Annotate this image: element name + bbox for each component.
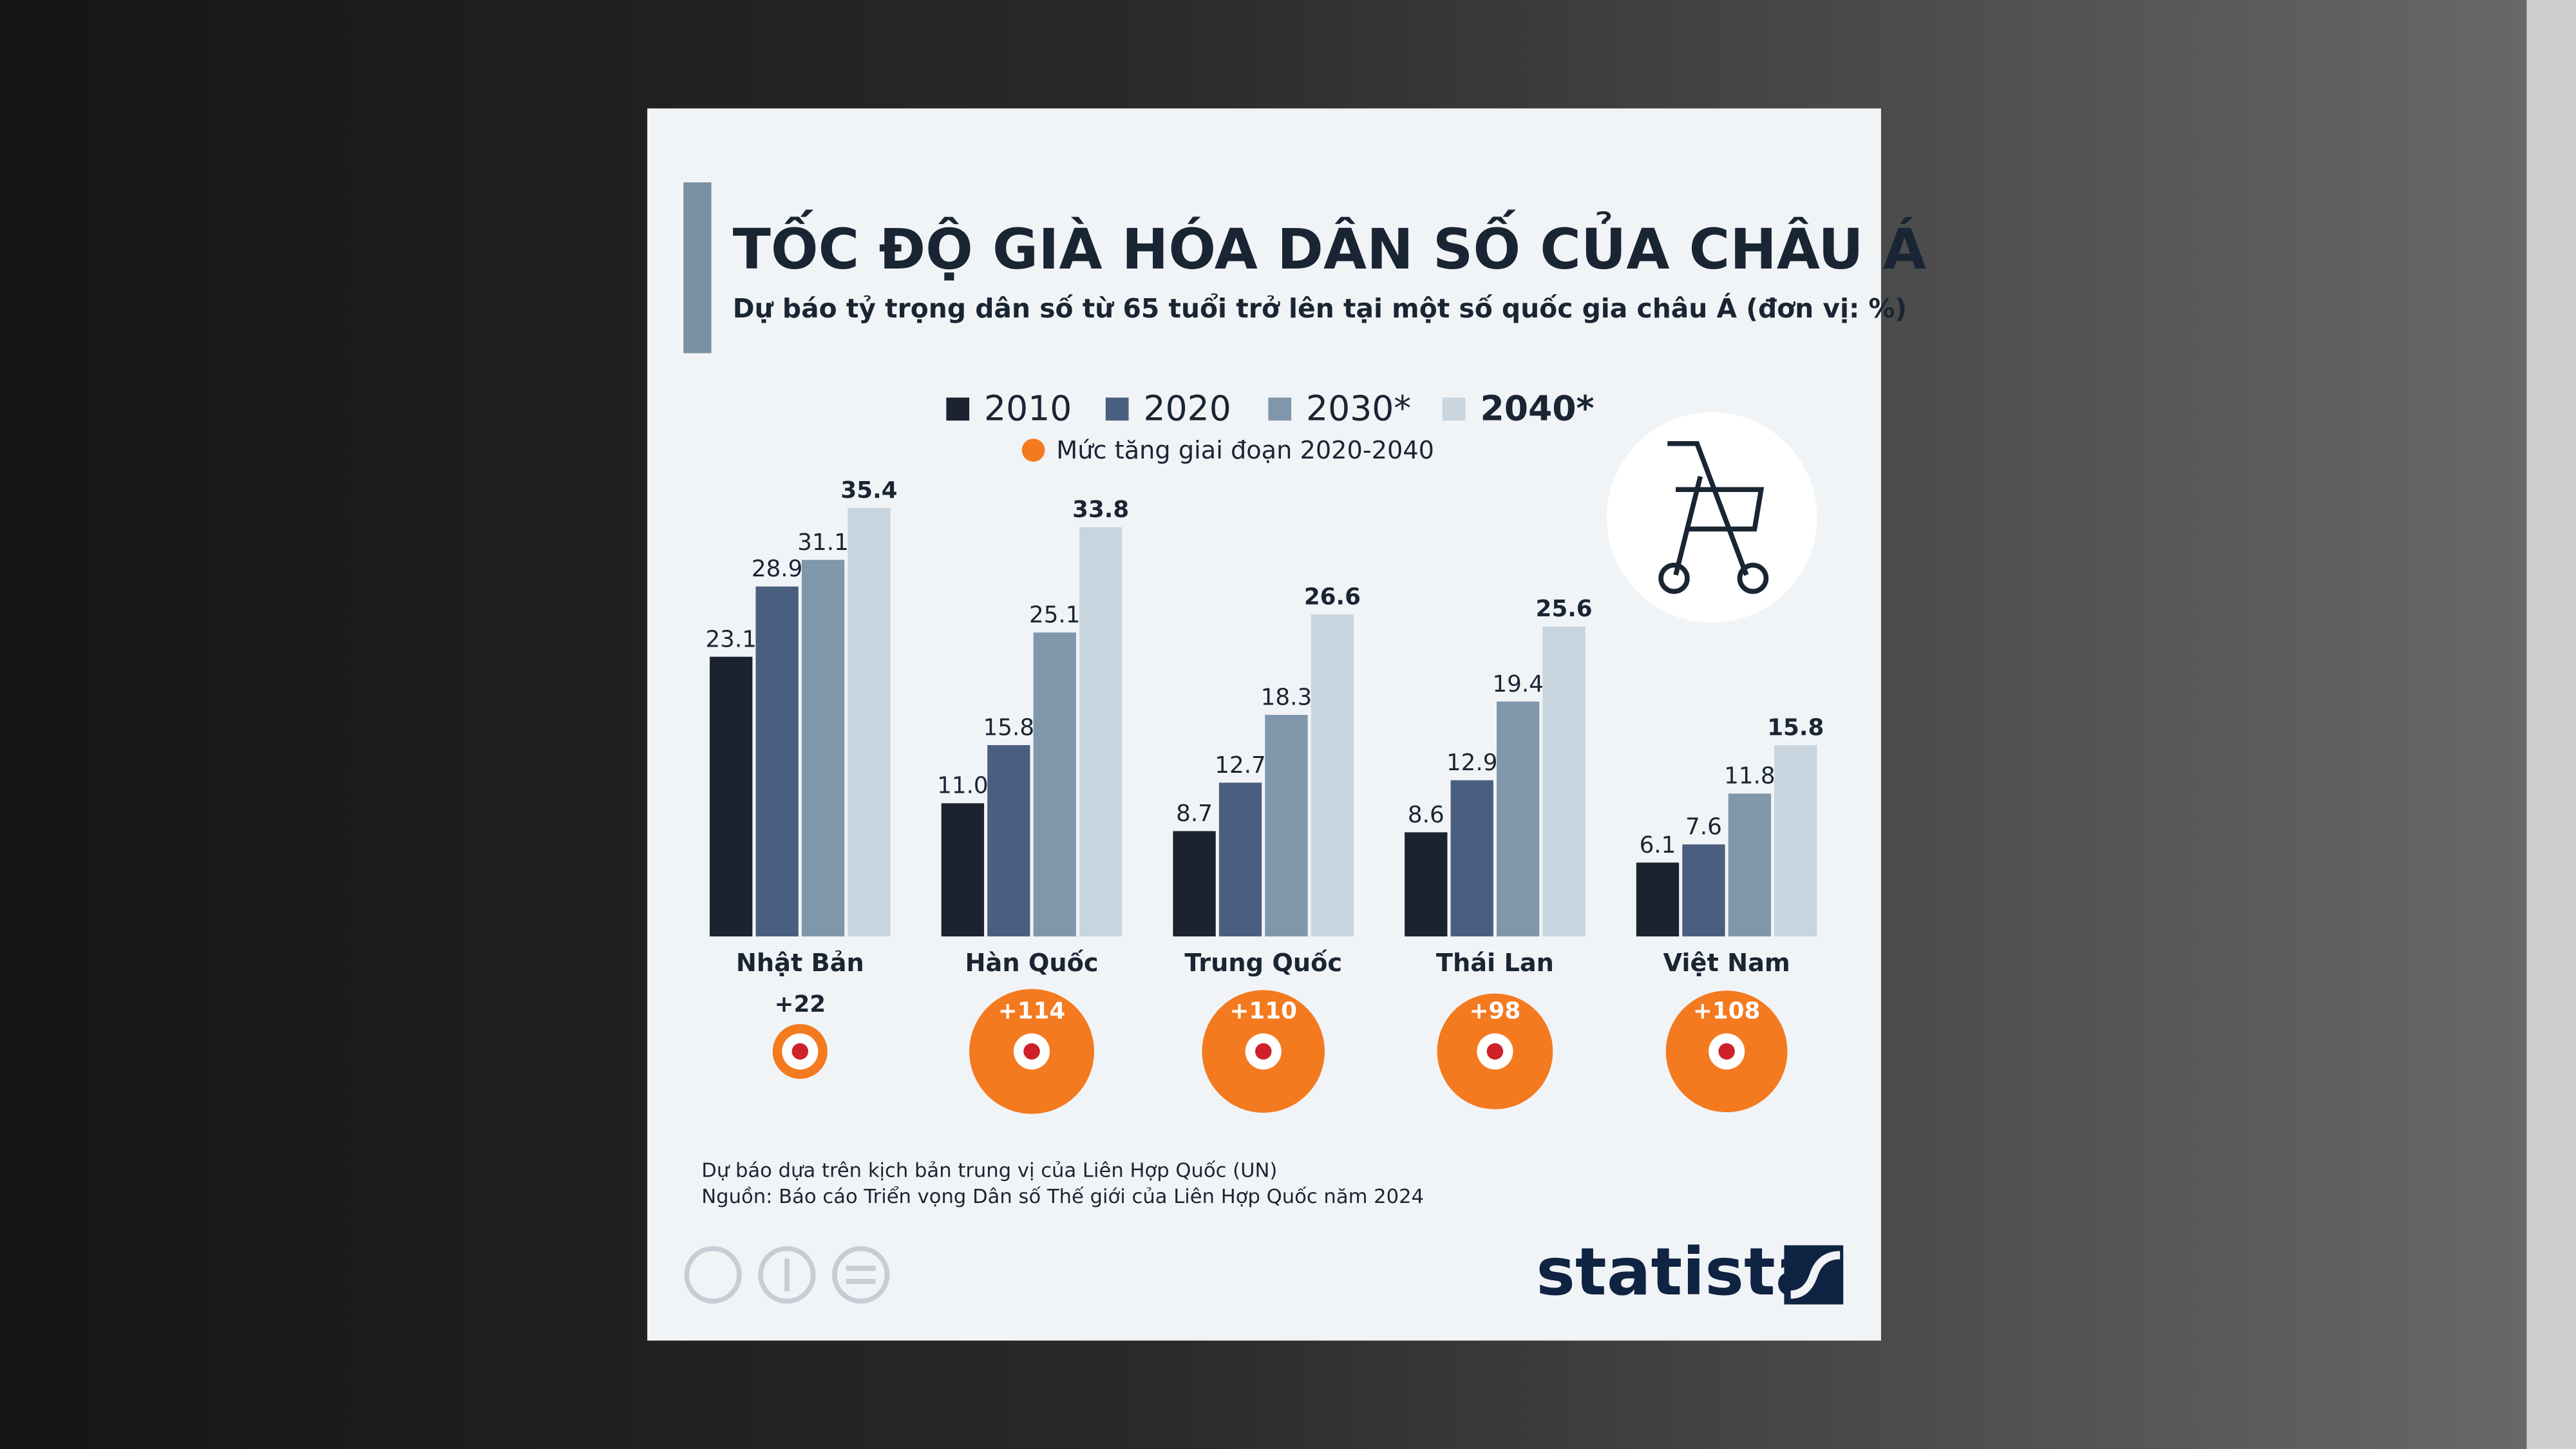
- note: Nguồn: Báo cáo Triển vọng Dân số Thế giớ…: [701, 1185, 1424, 1208]
- data-label: 28.9: [752, 556, 803, 582]
- side-strip: [2526, 0, 2576, 1449]
- bar: [1728, 793, 1771, 937]
- bar: [710, 656, 753, 937]
- flag-detail: [1718, 1043, 1735, 1060]
- bar: [941, 803, 985, 937]
- bar: [1774, 745, 1817, 937]
- legend-label: 2020: [1144, 388, 1231, 428]
- walker-icon: [1606, 412, 1817, 623]
- data-label: 18.3: [1261, 685, 1312, 711]
- x-tick-label: Trung Quốc: [1184, 949, 1342, 978]
- note: Dự báo dựa trên kịch bản trung vị của Li…: [701, 1159, 1277, 1182]
- bar: [1311, 614, 1354, 937]
- bubble-label: +108: [1693, 998, 1760, 1024]
- bubble-label: +110: [1230, 998, 1297, 1024]
- flag-detail: [1255, 1043, 1272, 1060]
- data-label: 11.0: [937, 773, 989, 799]
- data-label: 25.1: [1029, 602, 1081, 629]
- chart-subtitle: Dự báo tỷ trọng dân số từ 65 tuổi trở lê…: [733, 293, 1907, 324]
- flag-detail: [1486, 1043, 1504, 1060]
- license-icons: [684, 1245, 890, 1304]
- bar: [755, 586, 799, 937]
- bar: [987, 745, 1030, 937]
- data-label: 35.4: [840, 477, 897, 504]
- data-label: 8.6: [1408, 802, 1444, 828]
- bubble-label: +22: [775, 991, 826, 1018]
- bar: [1079, 527, 1122, 937]
- x-tick-label: Thái Lan: [1436, 949, 1554, 978]
- legend-label: 2030*: [1306, 388, 1411, 428]
- data-label: 8.7: [1176, 800, 1213, 827]
- data-label: 11.8: [1724, 763, 1775, 790]
- data-label: 6.1: [1640, 832, 1676, 858]
- bubble-label: +98: [1470, 998, 1521, 1024]
- data-label: 7.6: [1685, 814, 1722, 840]
- bar: [1450, 780, 1493, 937]
- legend-swatch: [1268, 397, 1292, 421]
- legend-swatch: [1442, 397, 1466, 421]
- legend-swatch: [1021, 439, 1045, 462]
- legend-swatch: [946, 397, 970, 421]
- bar: [1682, 844, 1725, 937]
- chart-title: TỐC ĐỘ GIÀ HÓA DÂN SỐ CỦA CHÂU Á: [733, 209, 1926, 282]
- bubble-label: +114: [998, 998, 1065, 1024]
- bar: [1173, 831, 1216, 937]
- flag-detail: [1023, 1043, 1040, 1060]
- x-tick-label: Hàn Quốc: [965, 949, 1099, 978]
- data-label: 33.8: [1072, 497, 1129, 523]
- bar: [1405, 832, 1448, 937]
- x-tick-label: Việt Nam: [1663, 949, 1790, 978]
- data-label: 25.6: [1536, 596, 1593, 622]
- brand: statista: [1536, 1234, 1819, 1311]
- title-accent: [683, 182, 712, 354]
- bar: [1218, 782, 1262, 937]
- flag-detail: [791, 1043, 809, 1060]
- legend-label: Mức tăng giai đoạn 2020-2040: [1056, 436, 1434, 465]
- bar: [848, 507, 891, 937]
- legend-swatch: [1105, 397, 1129, 421]
- bar: [1542, 626, 1586, 937]
- bar: [1265, 715, 1308, 937]
- x-tick-label: Nhật Bản: [736, 949, 864, 978]
- legend-label: 2040*: [1480, 388, 1594, 428]
- data-label: 31.1: [797, 529, 849, 556]
- legend-label: 2010: [984, 388, 1072, 428]
- bar: [1033, 632, 1076, 937]
- bar: [801, 560, 845, 937]
- bar: [1496, 701, 1540, 937]
- data-label: 26.6: [1304, 583, 1361, 610]
- data-label: 15.8: [1767, 715, 1824, 741]
- data-label: 23.1: [705, 626, 757, 652]
- data-label: 12.7: [1215, 752, 1266, 779]
- brand-icon: [1784, 1245, 1844, 1305]
- data-label: 19.4: [1492, 671, 1544, 697]
- bar: [1636, 862, 1680, 937]
- data-label: 12.9: [1446, 750, 1498, 776]
- data-label: 15.8: [983, 715, 1035, 741]
